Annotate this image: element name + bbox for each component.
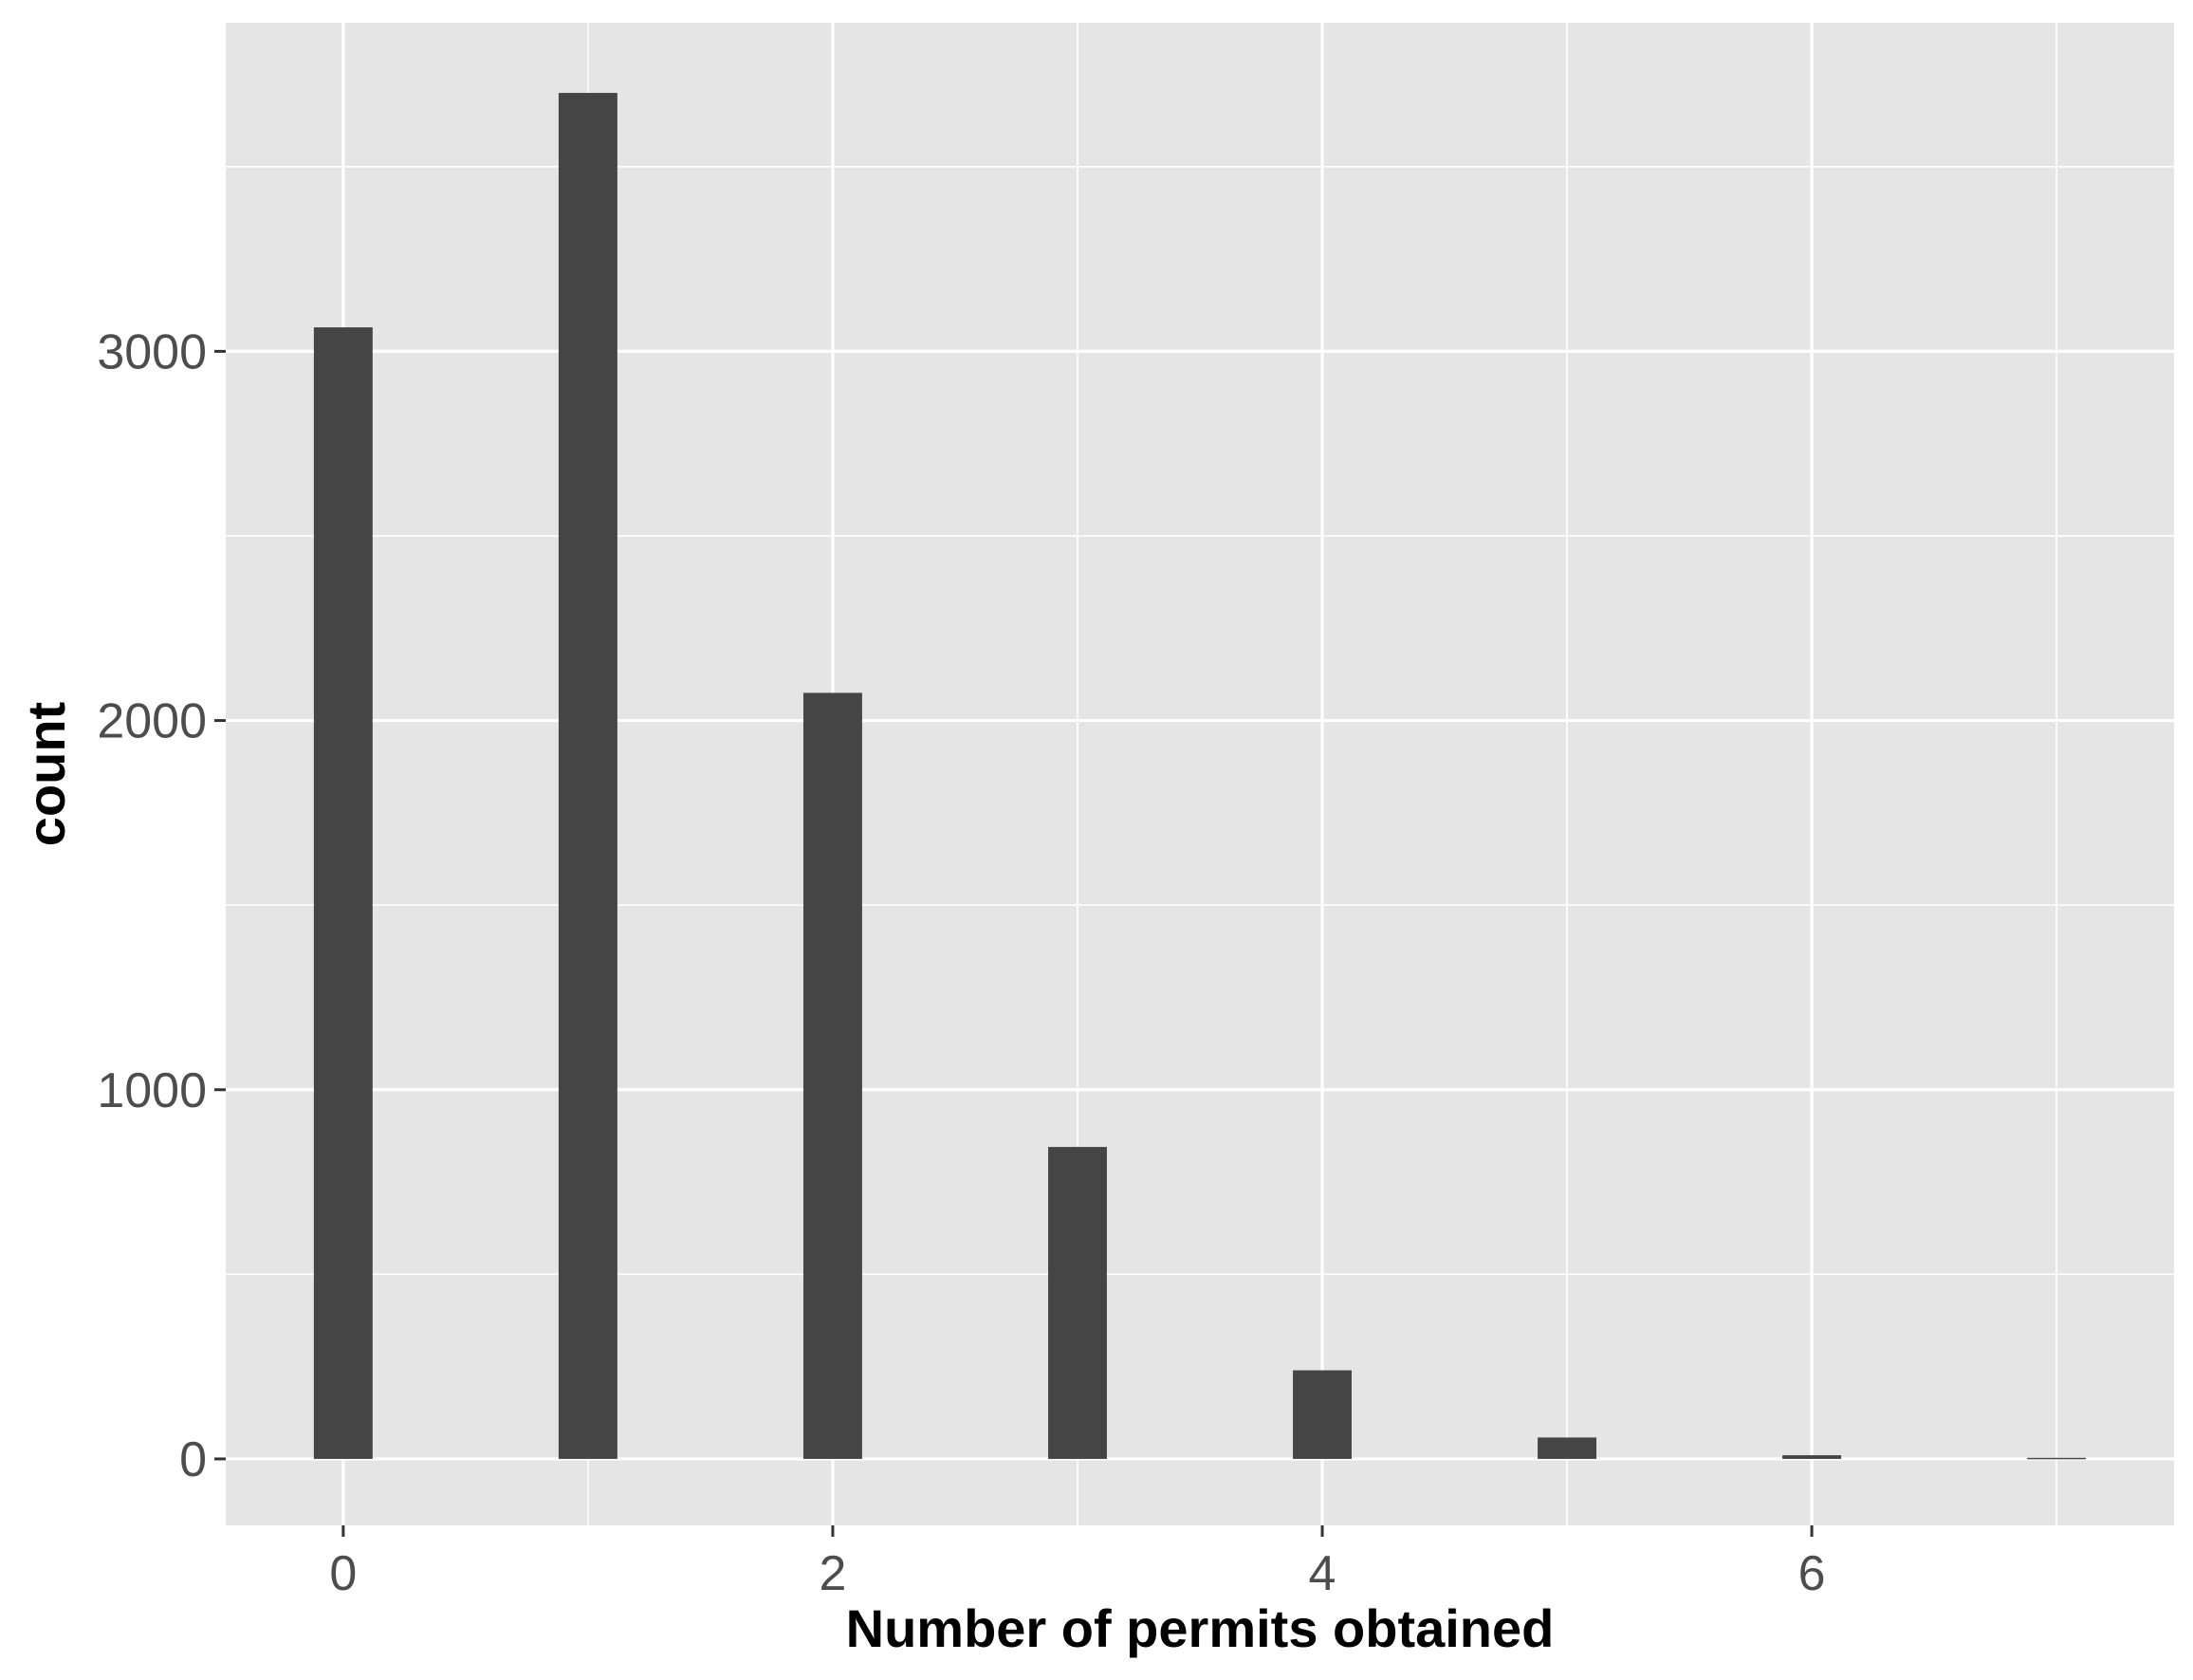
bar-4: [1293, 1370, 1352, 1459]
bar-2: [802, 692, 862, 1459]
y-tick-label: 1000: [97, 1063, 207, 1118]
bar-6: [1782, 1455, 1842, 1459]
bar-7: [2027, 1457, 2087, 1460]
bars: [313, 92, 2087, 1460]
bar-5: [1538, 1437, 1597, 1459]
y-axis-title: count: [16, 702, 76, 846]
plot-panel: [226, 23, 2174, 1525]
y-tick-label: 3000: [97, 324, 207, 379]
x-tick-label: 4: [1309, 1546, 1336, 1601]
y-axis: 0 1000 2000 3000: [97, 324, 226, 1487]
y-tick-label: 2000: [97, 694, 207, 749]
bar-1: [558, 92, 617, 1459]
x-axis-title: Number of permits obtained: [846, 1598, 1555, 1658]
x-tick-label: 6: [1798, 1546, 1826, 1601]
bar-0: [313, 327, 373, 1459]
x-tick-label: 2: [819, 1546, 846, 1601]
bar-3: [1048, 1147, 1107, 1459]
minor-gridlines: [226, 23, 2174, 1525]
x-axis: 0 2 4 6: [329, 1525, 1826, 1601]
y-tick-label: 0: [179, 1432, 207, 1487]
x-tick-label: 0: [329, 1546, 357, 1601]
